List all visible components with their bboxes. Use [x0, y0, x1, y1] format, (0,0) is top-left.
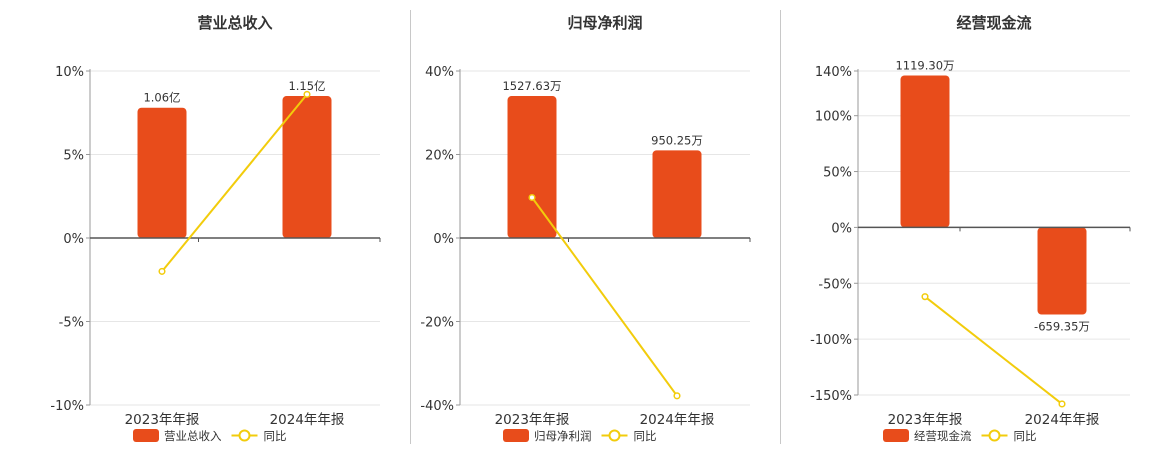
- panel-divider: [780, 10, 781, 444]
- y-tick-label: 100%: [815, 110, 852, 125]
- legend-bar-label: 营业总收入: [164, 429, 222, 443]
- y-tick-label: 0%: [63, 232, 84, 247]
- y-tick-label: 0%: [433, 232, 454, 247]
- y-tick-label: -100%: [810, 333, 852, 348]
- x-category-label: 2024年年报: [1025, 412, 1100, 428]
- y-tick-label: -5%: [59, 316, 84, 331]
- yoy-point: [158, 267, 166, 275]
- x-category-label: 2023年年报: [495, 412, 570, 428]
- yoy-line: [924, 295, 1063, 405]
- y-tick-label: 50%: [823, 166, 852, 181]
- yoy-point: [528, 193, 536, 202]
- legend-line-label: 同比: [634, 429, 657, 443]
- yoy-point: [1058, 400, 1066, 408]
- y-tick-label: 40%: [425, 65, 454, 80]
- revenue-chart-panel: 营业总收入 10% 5% 0% -5% -10% 1.06亿 1.15亿 2023年年报 2024…: [0, 0, 400, 450]
- y-tick-label: -150%: [810, 389, 852, 404]
- chart-title: 经营现金流: [956, 14, 1031, 32]
- bar-data-label: 1119.30万: [895, 58, 954, 72]
- bar-data-label: 950.25万: [651, 133, 703, 147]
- bar: [1037, 227, 1087, 315]
- y-tick-label: 10%: [55, 65, 84, 80]
- bar: [137, 107, 187, 239]
- yoy-point: [303, 90, 311, 98]
- cash-flow-chart-panel: 经营现金流 140% 100% 50% 0% -50% -100% -150% 1119.30万…: [740, 0, 1140, 450]
- y-tick-label: -20%: [420, 316, 454, 331]
- y-tick-label: -10%: [50, 399, 84, 414]
- bar: [652, 150, 702, 238]
- x-category-label: 2024年年报: [270, 412, 345, 428]
- bar-data-label: 1.15亿: [288, 79, 325, 93]
- legend-bar-label: 经营现金流: [914, 429, 972, 443]
- legend-line-marker: [238, 429, 251, 442]
- chart-svg: 归母净利润 40% 20% 0% -20% -40% 1527.63万 950.25万 2023…: [420, 14, 751, 443]
- chart-svg: 营业总收入 10% 5% 0% -5% -10% 1.06亿 1.15亿 2023年年报 2024…: [50, 14, 381, 443]
- chart-svg: 经营现金流 140% 100% 50% 0% -50% -100% -150% 1119.30万…: [810, 14, 1131, 443]
- bar-data-label: 1527.63万: [502, 79, 561, 93]
- x-category-label: 2023年年报: [888, 412, 963, 428]
- yoy-point: [921, 293, 929, 301]
- y-tick-label: 5%: [63, 149, 84, 164]
- y-tick-label: 140%: [815, 65, 852, 80]
- legend-line-label: 同比: [264, 429, 287, 443]
- chart-title: 营业总收入: [197, 14, 272, 32]
- yoy-line: [531, 196, 678, 397]
- x-category-label: 2023年年报: [125, 412, 200, 428]
- legend-bar-swatch: [133, 429, 159, 442]
- legend-bar-swatch: [503, 429, 529, 442]
- y-tick-label: -50%: [818, 277, 852, 292]
- panel-divider: [410, 10, 411, 444]
- x-category-label: 2024年年报: [640, 412, 715, 428]
- net-profit-chart-panel: 归母净利润 40% 20% 0% -20% -40% 1527.63万 950.25万 2023…: [370, 0, 770, 450]
- legend-line-label: 同比: [1014, 429, 1037, 443]
- y-tick-label: 20%: [425, 149, 454, 164]
- bar-data-label: 1.06亿: [143, 91, 180, 105]
- y-tick-label: 0%: [831, 221, 852, 236]
- bar-data-label: -659.35万: [1034, 320, 1090, 334]
- legend-bar-swatch: [883, 429, 909, 442]
- yoy-point: [673, 392, 681, 400]
- legend-line-marker: [608, 429, 621, 442]
- bar: [900, 75, 950, 228]
- bar: [282, 96, 332, 238]
- y-tick-label: -40%: [420, 399, 454, 414]
- legend-bar-label: 归母净利润: [534, 429, 592, 443]
- legend-line-marker: [988, 429, 1001, 442]
- chart-title: 归母净利润: [567, 14, 642, 32]
- yoy-line: [161, 93, 308, 273]
- bar: [507, 96, 557, 238]
